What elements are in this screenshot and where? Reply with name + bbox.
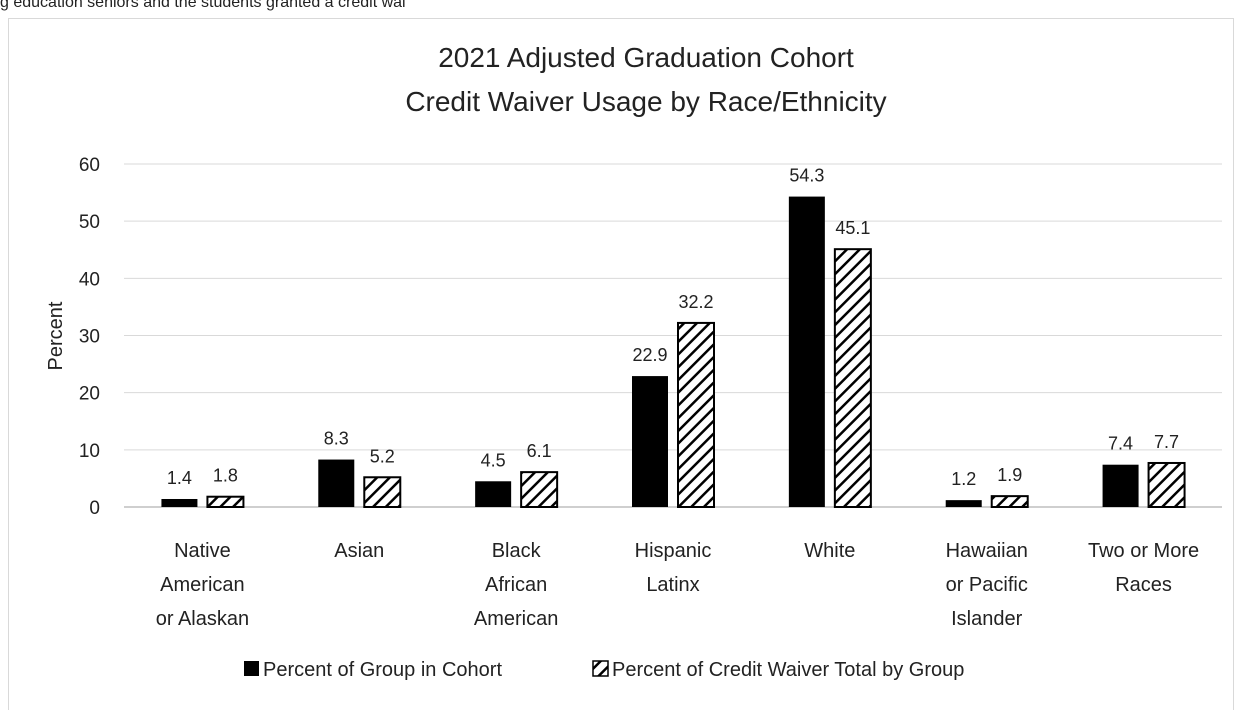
x-tick-label-6: Two or More Races xyxy=(1088,540,1199,596)
legend-label-cohort: Percent of Group in Cohort xyxy=(263,659,502,681)
data-label-waiver-2: 6.1 xyxy=(527,441,552,461)
y-axis-title: Percent xyxy=(45,301,67,370)
x-tick-label-0: Native American or Alaskan xyxy=(156,540,249,630)
x-tick-label-2: Black African American xyxy=(474,540,558,630)
data-label-waiver-4: 45.1 xyxy=(835,218,870,238)
x-tick-label-4: White xyxy=(804,540,855,562)
data-label-waiver-6: 7.7 xyxy=(1154,432,1179,452)
y-tick-label-10: 10 xyxy=(79,441,100,462)
legend-label-waiver: Percent of Credit Waiver Total by Group xyxy=(612,659,964,681)
bar-cohort-3 xyxy=(632,376,668,507)
chart-title-line-2: Credit Waiver Usage by Race/Ethnicity xyxy=(405,86,886,117)
x-tick-label-5: Hawaiian or Pacific Islander xyxy=(946,540,1028,630)
bar-waiver-5 xyxy=(990,495,1029,509)
data-label-cohort-4: 54.3 xyxy=(789,166,824,186)
data-label-waiver-3: 32.2 xyxy=(678,292,713,312)
y-tick-label-40: 40 xyxy=(79,269,100,290)
y-tick-label-30: 30 xyxy=(79,327,100,348)
data-label-cohort-3: 22.9 xyxy=(632,345,667,365)
bar-cohort-0 xyxy=(161,498,198,507)
bar-waiver-6 xyxy=(1147,461,1186,508)
bar-waiver-3 xyxy=(677,321,715,508)
bar-cohort-4 xyxy=(788,196,825,507)
chart-frame xyxy=(8,18,1234,710)
bar-cohort-1 xyxy=(318,459,355,507)
y-tick-label-60: 60 xyxy=(79,155,100,176)
data-label-cohort-1: 8.3 xyxy=(324,429,349,449)
bar-cohort-6 xyxy=(1102,464,1139,507)
x-tick-label-3: Hispanic Latinx xyxy=(635,540,712,596)
y-tick-label-50: 50 xyxy=(79,212,100,233)
y-tick-label-0: 0 xyxy=(89,498,100,519)
legend-swatch-waiver xyxy=(592,660,609,677)
data-label-waiver-1: 5.2 xyxy=(370,446,395,466)
top-caption: g education seniors and the students gra… xyxy=(0,0,406,11)
x-tick-label-1: Asian xyxy=(334,540,384,562)
data-label-waiver-0: 1.8 xyxy=(213,466,238,486)
data-label-waiver-5: 1.9 xyxy=(997,465,1022,485)
bar-waiver-2 xyxy=(520,471,559,508)
bar-cohort-5 xyxy=(945,500,982,507)
data-label-cohort-0: 1.4 xyxy=(167,468,192,488)
bar-waiver-4 xyxy=(833,248,872,508)
chart-title-line-1: 2021 Adjusted Graduation Cohort xyxy=(438,42,854,73)
bar-waiver-0 xyxy=(206,495,245,508)
bar-waiver-1 xyxy=(363,476,402,509)
legend-swatch-cohort xyxy=(244,661,259,676)
bar-cohort-2 xyxy=(475,481,512,507)
data-label-cohort-2: 4.5 xyxy=(481,450,506,470)
y-tick-label-20: 20 xyxy=(79,384,100,405)
data-label-cohort-6: 7.4 xyxy=(1108,434,1133,454)
data-label-cohort-5: 1.2 xyxy=(951,469,976,489)
